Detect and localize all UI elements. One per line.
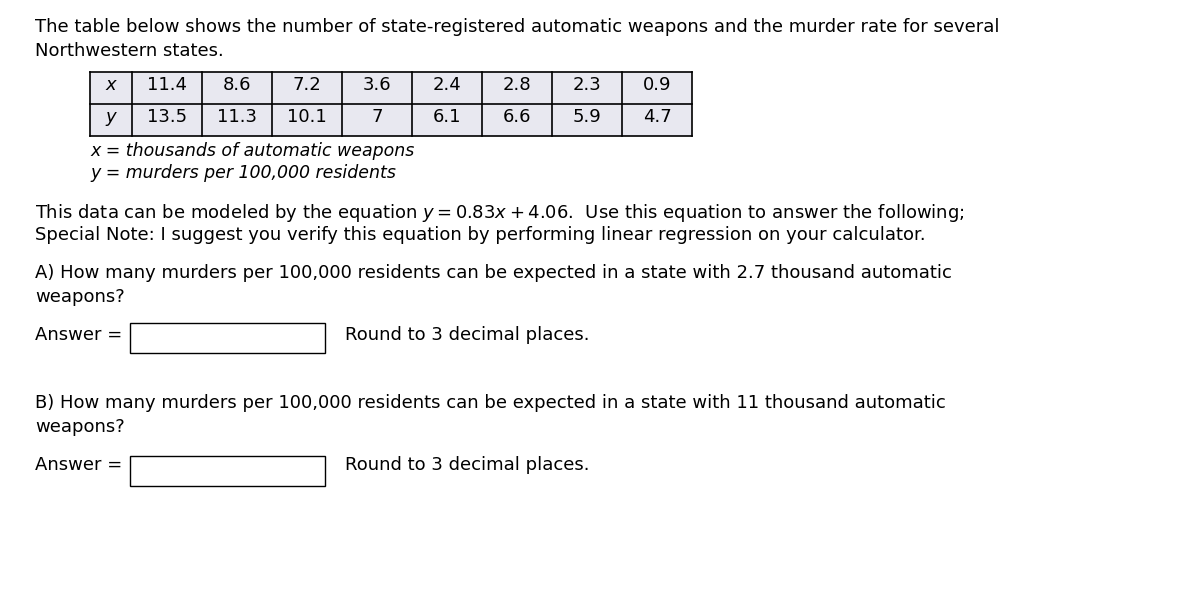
- Bar: [412, 72, 482, 104]
- Text: The table below shows the number of state-registered automatic weapons and the m: The table below shows the number of stat…: [35, 18, 1000, 36]
- Text: 4.7: 4.7: [643, 108, 671, 126]
- Text: 11.4: 11.4: [148, 76, 187, 94]
- Bar: [90, 72, 132, 104]
- Text: 7: 7: [371, 108, 383, 126]
- Text: 6.6: 6.6: [503, 108, 532, 126]
- Text: 2.8: 2.8: [503, 76, 532, 94]
- Bar: [622, 72, 692, 104]
- Bar: [130, 323, 325, 353]
- Bar: [412, 104, 482, 136]
- Text: 7.2: 7.2: [293, 76, 322, 94]
- Bar: [342, 72, 412, 104]
- Text: Special Note: I suggest you verify this equation by performing linear regression: Special Note: I suggest you verify this …: [35, 226, 925, 244]
- Bar: [552, 104, 622, 136]
- Bar: [272, 72, 342, 104]
- Text: x: x: [106, 76, 116, 94]
- Text: 2.3: 2.3: [572, 76, 601, 94]
- Bar: [482, 104, 552, 136]
- Text: 0.9: 0.9: [643, 76, 671, 94]
- Bar: [90, 104, 132, 136]
- Bar: [202, 104, 272, 136]
- Text: 8.6: 8.6: [223, 76, 251, 94]
- Text: This data can be modeled by the equation $y = 0.83x + 4.06$.  Use this equation : This data can be modeled by the equation…: [35, 202, 965, 224]
- Text: 5.9: 5.9: [572, 108, 601, 126]
- Text: x = thousands of automatic weapons: x = thousands of automatic weapons: [90, 142, 414, 160]
- Text: Round to 3 decimal places.: Round to 3 decimal places.: [346, 326, 589, 344]
- Bar: [132, 72, 202, 104]
- Text: weapons?: weapons?: [35, 288, 125, 306]
- Text: y = murders per 100,000 residents: y = murders per 100,000 residents: [90, 164, 396, 182]
- Text: 10.1: 10.1: [287, 108, 326, 126]
- Text: Answer =: Answer =: [35, 326, 128, 344]
- Bar: [132, 104, 202, 136]
- Text: Northwestern states.: Northwestern states.: [35, 42, 223, 60]
- Bar: [202, 72, 272, 104]
- Text: B) How many murders per 100,000 residents can be expected in a state with 11 tho: B) How many murders per 100,000 resident…: [35, 394, 946, 412]
- Bar: [552, 72, 622, 104]
- Text: 3.6: 3.6: [362, 76, 391, 94]
- Text: Round to 3 decimal places.: Round to 3 decimal places.: [346, 456, 589, 474]
- Text: y: y: [106, 108, 116, 126]
- Text: 13.5: 13.5: [146, 108, 187, 126]
- Bar: [342, 104, 412, 136]
- Bar: [272, 104, 342, 136]
- Text: 6.1: 6.1: [433, 108, 461, 126]
- Text: 11.3: 11.3: [217, 108, 257, 126]
- Text: 2.4: 2.4: [433, 76, 461, 94]
- Bar: [130, 456, 325, 486]
- Text: A) How many murders per 100,000 residents can be expected in a state with 2.7 th: A) How many murders per 100,000 resident…: [35, 264, 952, 282]
- Text: weapons?: weapons?: [35, 418, 125, 436]
- Bar: [482, 72, 552, 104]
- Text: Answer =: Answer =: [35, 456, 128, 474]
- Bar: [622, 104, 692, 136]
